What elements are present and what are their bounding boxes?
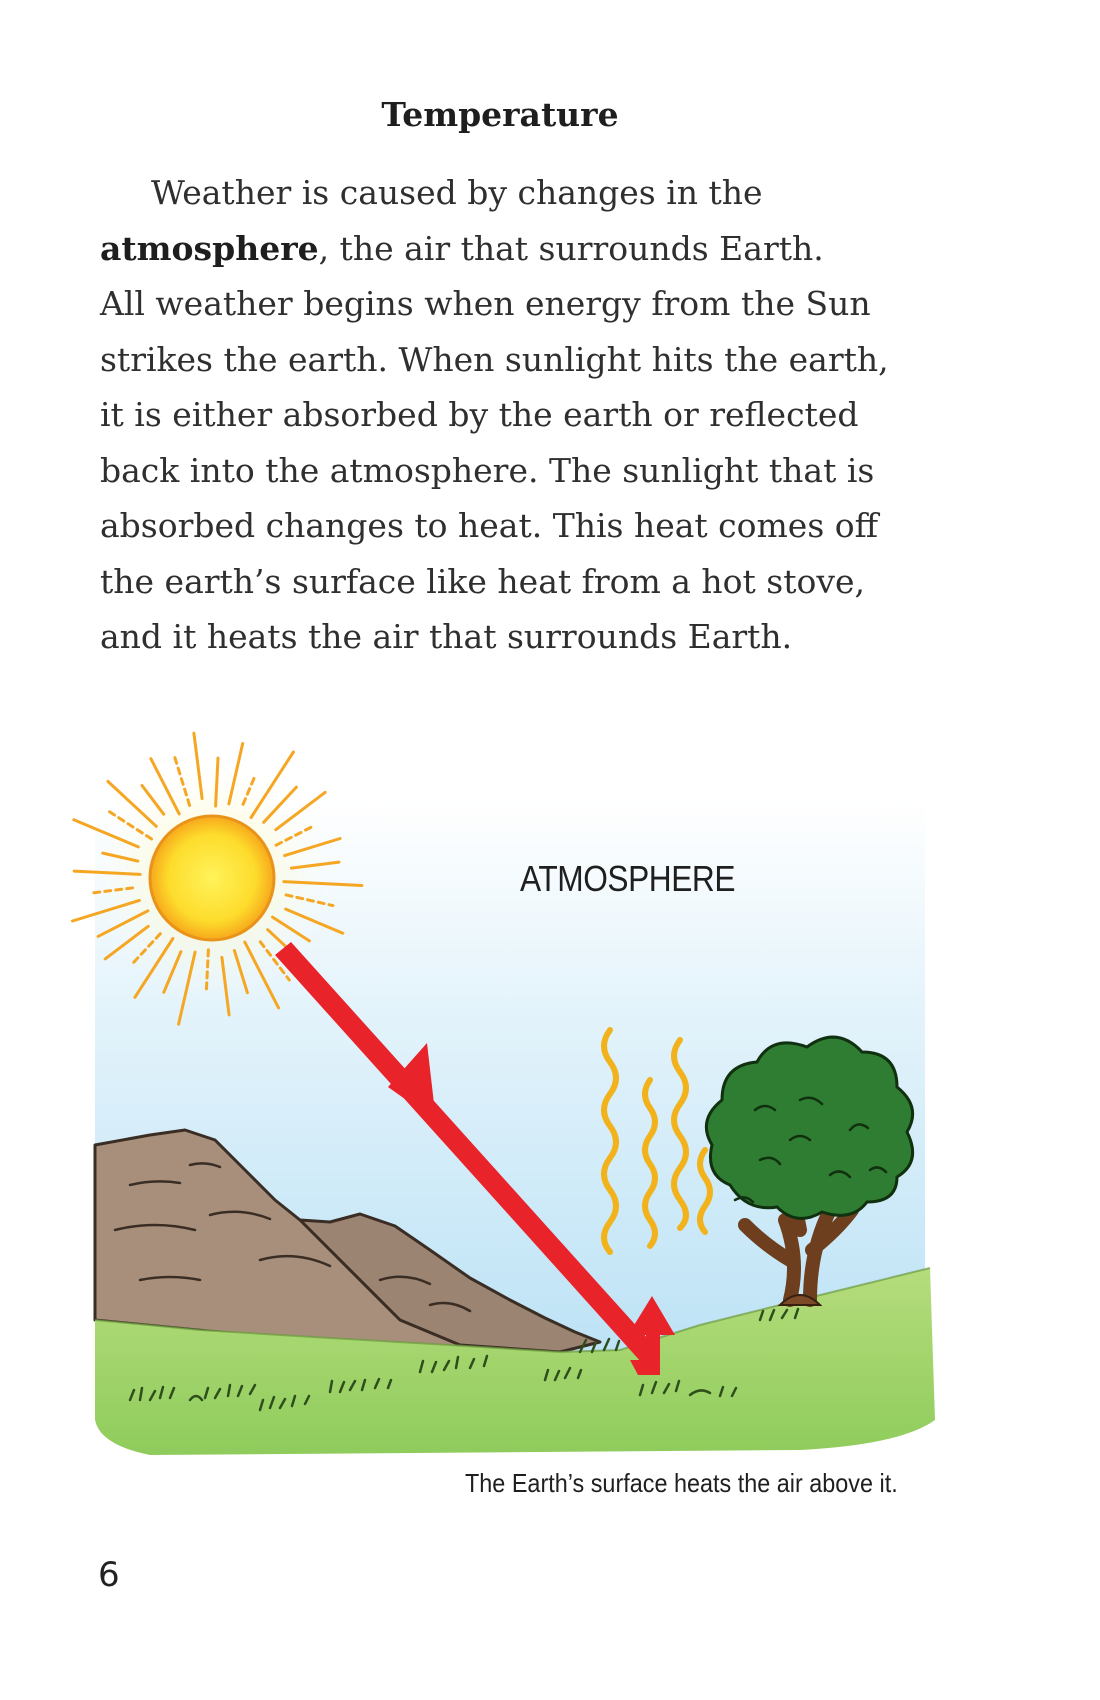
paragraph-line: and it heats the air that surrounds Eart… — [100, 617, 793, 656]
sun-rays — [71, 731, 364, 1026]
sun-ray — [72, 869, 142, 876]
paragraph-line: it is either absorbed by the earth or re… — [100, 395, 859, 434]
heat-waves — [601, 1027, 713, 1255]
paragraph-line: atmosphere, the air that surrounds Earth… — [100, 221, 920, 277]
sun-ray — [72, 818, 140, 849]
sun-ray — [96, 909, 150, 938]
sun-ray — [220, 955, 231, 1017]
ground — [95, 1268, 935, 1455]
sun-ray — [258, 940, 291, 982]
glossary-term: atmosphere — [100, 228, 319, 268]
sun-ray — [192, 731, 204, 801]
sun-ray — [214, 756, 220, 808]
paragraph-line: Weather is caused by changes in the — [151, 173, 763, 212]
paragraph-line: the earth’s surface like heat from a hot… — [100, 561, 866, 601]
sun-ray — [249, 750, 295, 819]
sun-ray — [91, 886, 135, 895]
sun-ray — [232, 949, 249, 995]
sun — [148, 814, 276, 942]
sunlight-arrow — [275, 942, 675, 1375]
sky — [95, 800, 925, 1410]
sun-ray — [162, 950, 183, 994]
sun-ray — [103, 924, 150, 961]
paragraph-line-rest: , the air that surrounds Earth. — [318, 228, 824, 268]
sun-ray — [266, 928, 312, 971]
tree — [704, 1035, 915, 1307]
mountains — [93, 1128, 602, 1354]
sun-ray — [71, 898, 141, 923]
paragraph-line: back into the atmosphere. The sunlight t… — [100, 450, 875, 490]
sun-ray — [262, 785, 298, 824]
sun-ray — [101, 851, 140, 863]
paragraph-line: All weather begins when energy from the … — [100, 284, 871, 323]
sun-ray — [283, 837, 342, 858]
sun-ray — [106, 779, 158, 828]
sun-ray — [289, 860, 341, 870]
sun-ray — [274, 790, 327, 832]
sun-ray — [241, 773, 257, 806]
atmosphere-label: ATMOSPHERE — [520, 858, 736, 899]
sun-glow — [87, 753, 337, 1003]
body-paragraph: Weather is caused by changes in the atmo… — [100, 165, 920, 665]
sun-ray — [204, 948, 210, 992]
sun-ray — [274, 823, 317, 847]
sun-ray — [282, 880, 364, 887]
sun-ray — [284, 907, 345, 935]
section-heading: Temperature — [381, 95, 619, 134]
sun-ray — [284, 893, 335, 908]
paragraph-line: strikes the earth. When sunlight hits th… — [100, 339, 889, 379]
sun-ray — [140, 784, 166, 816]
sun-ray — [106, 809, 153, 841]
sun-ray — [133, 937, 175, 999]
sun-ray — [271, 915, 311, 943]
figure-caption: The Earth’s surface heats the air above … — [465, 1468, 898, 1498]
paragraph-line: absorbed changes to heat. This heat come… — [100, 506, 879, 545]
sun-ray — [131, 932, 162, 965]
sun-ray — [177, 950, 197, 1026]
sun-ray — [243, 940, 281, 1010]
page-number: 6 — [98, 1555, 120, 1595]
sun-ray — [172, 754, 192, 807]
grass-tufts — [128, 1307, 800, 1412]
sun-ray — [227, 742, 245, 806]
sun-ray — [149, 757, 181, 816]
